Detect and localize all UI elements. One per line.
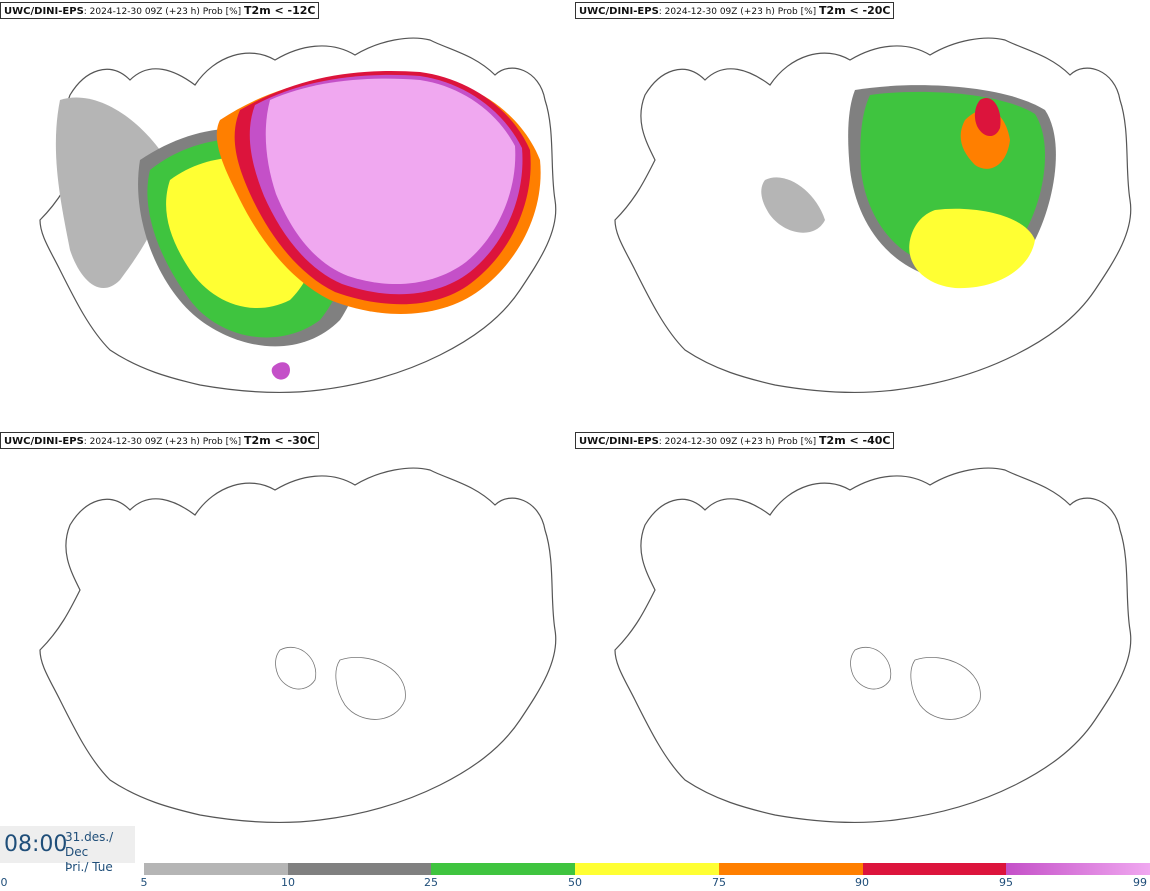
legend-tick: 75 [712,876,726,889]
model-name: UWC/DINI-EPS [579,436,659,447]
map-40c [614,467,1132,824]
legend-tick: 99 [1133,876,1147,889]
legend-seg-5-10 [144,863,288,875]
map-20c [614,37,1132,394]
panel-title: UWC/DINI-EPS: 2024-12-30 09Z (+23 h) Pro… [0,2,320,19]
map-12c [39,37,557,394]
variable-name: T2m < -12C [244,4,316,17]
valid-time-box: 08:00 31.des./ Dec Þri./ Tue [0,826,135,874]
prob-high [265,78,516,380]
legend-seg-90-95 [862,863,1007,875]
map-panel-t2m-20c: UWC/DINI-EPS: 2024-12-30 09Z (+23 h) Pro… [575,0,1150,430]
map-panel-t2m-30c: UWC/DINI-EPS: 2024-12-30 09Z (+23 h) Pro… [0,430,575,860]
panel-title: UWC/DINI-EPS: 2024-12-30 09Z (+23 h) Pro… [575,2,895,19]
prob-areas [761,85,1056,289]
legend-tick: 90 [855,876,869,889]
legend-seg-75-90 [718,863,863,875]
map-30c [39,467,557,824]
date-line-1: 31.des./ Dec [65,830,114,859]
map-panel-t2m-40c: UWC/DINI-EPS: 2024-12-30 09Z (+23 h) Pro… [575,430,1150,860]
legend-seg-95-99 [1006,863,1150,875]
run-info: : 2024-12-30 09Z (+23 h) Prob [%] [83,7,245,17]
legend-tick: 50 [568,876,582,889]
panel-title: UWC/DINI-EPS: 2024-12-30 09Z (+23 h) Pro… [575,432,895,449]
panel-title: UWC/DINI-EPS: 2024-12-30 09Z (+23 h) Pro… [0,432,320,449]
legend-tick: 10 [281,876,295,889]
date-line-2: Þri./ Tue [65,860,113,874]
probability-colorbar [144,863,1150,875]
iceland-outline [614,467,1132,824]
valid-time: 08:00 [4,832,68,857]
model-name: UWC/DINI-EPS [4,6,84,17]
legend-seg-10-25 [287,863,432,875]
variable-name: T2m < -20C [819,4,891,17]
legend-seg-25-50 [431,863,576,875]
variable-name: T2m < -30C [244,434,316,447]
run-info: : 2024-12-30 09Z (+23 h) Prob [%] [658,437,820,447]
run-info: : 2024-12-30 09Z (+23 h) Prob [%] [658,7,820,17]
legend-tick: 25 [424,876,438,889]
model-name: UWC/DINI-EPS [579,6,659,17]
legend-seg-50-75 [575,863,719,875]
legend-tick: 95 [999,876,1013,889]
legend-tick: 5 [140,876,148,889]
variable-name: T2m < -40C [819,434,891,447]
legend-tick: 0 [0,876,8,889]
map-panel-t2m-12c: UWC/DINI-EPS: 2024-12-30 09Z (+23 h) Pro… [0,0,575,430]
iceland-outline [39,467,557,824]
run-info: : 2024-12-30 09Z (+23 h) Prob [%] [83,437,245,447]
model-name: UWC/DINI-EPS [4,436,84,447]
valid-date: 31.des./ Dec Þri./ Tue [65,830,135,875]
